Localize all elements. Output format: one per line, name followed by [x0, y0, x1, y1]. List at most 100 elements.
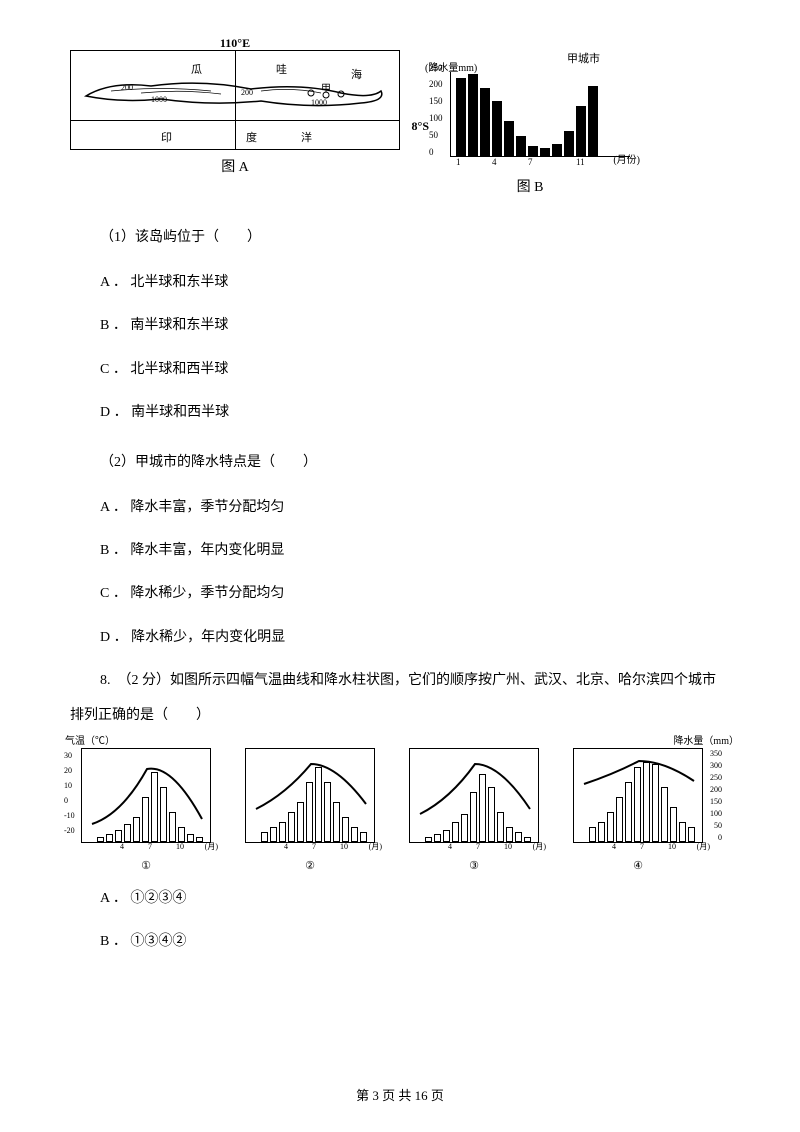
climo-bar: [524, 837, 531, 842]
climo-bar: [270, 827, 277, 842]
climo-bar: [497, 812, 504, 842]
climo-xtick: 10: [176, 840, 184, 854]
figure-b-container: 甲城市 (降水量mm) 0 50 100 150 200 250 1 4 7 1…: [430, 50, 630, 200]
climo-bar: [461, 814, 468, 842]
q2-text: （2）甲城市的降水特点是（ ）: [100, 450, 730, 475]
q2-opt-c: C ． 降水稀少，季节分配均匀: [100, 581, 730, 606]
climo-bar: [589, 827, 596, 842]
climo-bar: [288, 812, 295, 842]
chart-bar: [468, 74, 478, 156]
map-text-du: 度: [246, 129, 257, 149]
climo-xtick: 4: [448, 840, 452, 854]
climo-bar: [306, 782, 313, 842]
climograph-3: 4710(月) ③: [398, 748, 550, 868]
climo-bar: [607, 812, 614, 842]
figure-row: 110°E 8°S 瓜 哇 海 印 度 洋 200 1000 200 1000 …: [70, 50, 730, 200]
chart-bar: [480, 88, 490, 156]
climo-bar: [133, 817, 140, 842]
map-contour-2: 200: [241, 86, 253, 100]
climo-num-3: ③: [398, 857, 550, 877]
chart-bar: [492, 101, 502, 156]
map-text-yang: 洋: [301, 129, 312, 149]
climo-bar: [360, 832, 367, 842]
xtick: 7: [528, 154, 533, 170]
climo-xtick: 7: [640, 840, 644, 854]
climo-bar: [97, 837, 104, 842]
q8-text-1: 8. （2 分）如图所示四幅气温曲线和降水柱状图，它们的顺序按广州、武汉、北京、…: [100, 668, 730, 693]
climo-ytick-left: 0: [64, 794, 68, 808]
climo-bar: [187, 834, 194, 842]
chart-bar: [576, 106, 586, 156]
q1-opt-d: D ． 南半球和西半球: [100, 400, 730, 425]
climo-xunit: (月): [697, 840, 710, 854]
figure-a-container: 110°E 8°S 瓜 哇 海 印 度 洋 200 1000 200 1000 …: [70, 50, 400, 180]
climo-bar: [616, 797, 623, 842]
ytick: 100: [429, 110, 443, 126]
climo-bar: [661, 787, 668, 842]
climo-xtick: 10: [504, 840, 512, 854]
climo-bar: [261, 832, 268, 842]
chart-b-xlabel: (月份): [613, 152, 640, 170]
q8-text-2: 排列正确的是（ ）: [70, 703, 730, 728]
climo-xtick: 4: [284, 840, 288, 854]
climo-bar: [488, 787, 495, 842]
climo-bar: [470, 792, 477, 842]
climo-bar: [643, 762, 650, 842]
ytick: 200: [429, 76, 443, 92]
climo-ytick-right: 0: [718, 831, 722, 845]
climo-bar: [142, 797, 149, 842]
q2-opt-d: D ． 降水稀少，年内变化明显: [100, 625, 730, 650]
climo-num-4: ④: [562, 857, 714, 877]
chart-bar: [540, 148, 550, 156]
climo-bar: [151, 772, 158, 842]
map-box: 110°E 8°S 瓜 哇 海 印 度 洋 200 1000 200 1000 …: [70, 50, 400, 150]
chart-b-box: 0 50 100 150 200 250 1 4 7 11 (月份): [450, 72, 630, 157]
map-text-gua: 瓜: [191, 61, 202, 81]
climo-ytick-left: -10: [64, 809, 75, 823]
climo-xunit: (月): [533, 840, 546, 854]
latitude-label: 8°S: [412, 116, 429, 138]
climograph-2: 4710(月) ②: [234, 748, 386, 868]
climo-bar: [670, 807, 677, 842]
climo-box-4: 3503002502001501005004710(月): [573, 748, 703, 843]
q2-opt-b: B ． 降水丰富，年内变化明显: [100, 538, 730, 563]
q1-text: （1）该岛屿位于（ ）: [100, 225, 730, 250]
climographs-row: 气温（℃） 3020100-10-204710(月) ① 4710(月) ② 4…: [70, 748, 730, 868]
climo-xtick: 7: [312, 840, 316, 854]
climo-ytick-left: 20: [64, 764, 72, 778]
climo-box-1: 3020100-10-204710(月): [81, 748, 211, 843]
climo-bar: [479, 774, 486, 842]
ytick: 250: [429, 60, 443, 76]
ytick: 150: [429, 93, 443, 109]
figure-a-label: 图 A: [70, 155, 400, 180]
climo-box-3: 4710(月): [409, 748, 539, 843]
climo-bar: [160, 787, 167, 842]
climo-bar: [634, 767, 641, 842]
figure-b-label: 图 B: [430, 175, 630, 200]
map-city-jia: 甲: [321, 81, 331, 99]
climograph-4: 降水量（mm） 3503002502001501005004710(月) ④: [562, 748, 714, 868]
q1-opt-c: C ． 北半球和西半球: [100, 357, 730, 382]
climo-bar: [315, 767, 322, 842]
climo-bar: [434, 834, 441, 842]
q1-opt-b: B ． 南半球和东半球: [100, 313, 730, 338]
climo-bar: [106, 834, 113, 842]
climo-xtick: 10: [340, 840, 348, 854]
climo-ytick-left: -20: [64, 824, 75, 838]
ytick: 0: [429, 144, 434, 160]
climo-xunit: (月): [369, 840, 382, 854]
q1-opt-a: A ． 北半球和东半球: [100, 270, 730, 295]
map-text-yin: 印: [161, 129, 172, 149]
climo-bar: [625, 782, 632, 842]
xtick: 11: [576, 154, 585, 170]
climo-xtick: 7: [476, 840, 480, 854]
climo-num-2: ②: [234, 857, 386, 877]
climo-bar: [342, 817, 349, 842]
map-contour-1: 200: [121, 81, 133, 95]
climo-bar: [196, 837, 203, 842]
climograph-1: 气温（℃） 3020100-10-204710(月) ①: [70, 748, 222, 868]
map-parallel: [71, 120, 399, 121]
climo-bar: [124, 824, 131, 842]
climo-xtick: 7: [148, 840, 152, 854]
climo-bar: [679, 822, 686, 842]
